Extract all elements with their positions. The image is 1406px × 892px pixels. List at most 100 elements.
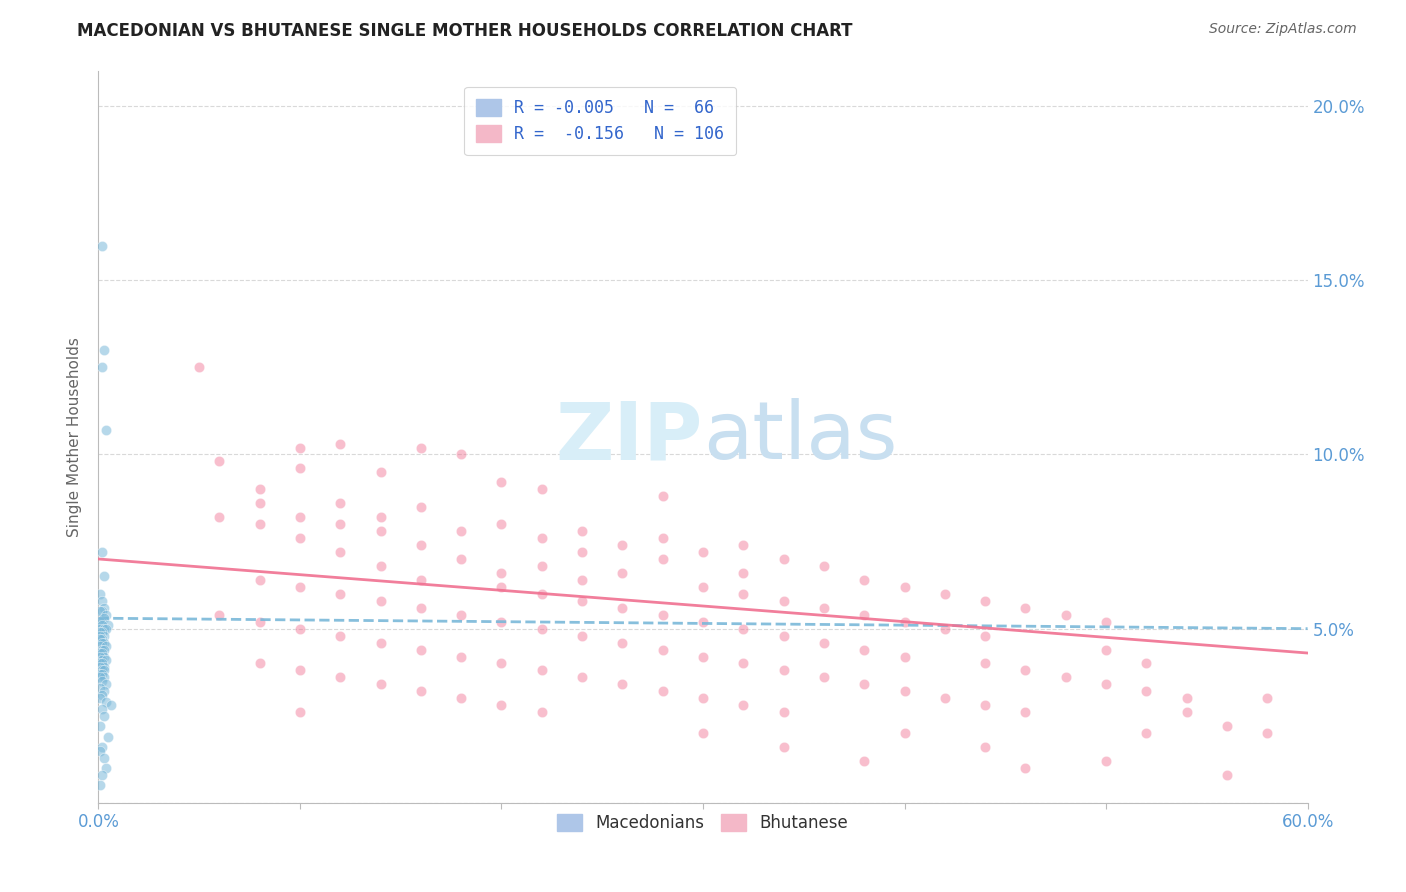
Point (1095, 677, 1118, 691)
Point (1256, 726, 1278, 740)
Point (772, 552, 794, 566)
Point (530, 531, 553, 545)
Text: Source: ZipAtlas.com: Source: ZipAtlas.com (1209, 22, 1357, 37)
Point (329, 517, 352, 532)
Point (974, 629, 997, 643)
Point (93, 343, 115, 357)
Point (934, 691, 956, 706)
Point (772, 740, 794, 755)
Point (1175, 691, 1198, 706)
Text: ZIP: ZIP (555, 398, 703, 476)
Point (733, 698, 755, 713)
Point (1095, 615, 1118, 629)
Point (530, 558, 553, 573)
Point (409, 573, 432, 587)
Point (1135, 657, 1157, 671)
Point (813, 635, 835, 649)
Point (96, 653, 118, 667)
Point (89, 629, 111, 643)
Point (288, 441, 311, 455)
Point (651, 531, 673, 545)
Text: MACEDONIAN VS BHUTANESE SINGLE MOTHER HOUSEHOLDS CORRELATION CHART: MACEDONIAN VS BHUTANESE SINGLE MOTHER HO… (77, 22, 853, 40)
Point (249, 615, 271, 629)
Point (370, 558, 392, 573)
Point (96, 423, 118, 437)
Point (89, 681, 111, 695)
Point (813, 558, 835, 573)
Point (893, 684, 915, 698)
Point (893, 726, 915, 740)
Point (612, 600, 634, 615)
Point (89, 649, 111, 664)
Point (530, 622, 553, 636)
Point (409, 642, 432, 657)
Point (89, 657, 111, 671)
Point (91, 657, 114, 671)
Point (450, 552, 472, 566)
Point (89, 667, 111, 681)
Point (612, 635, 634, 649)
Point (370, 465, 392, 479)
Point (853, 607, 876, 622)
Point (329, 545, 352, 559)
Point (93, 670, 115, 684)
Point (853, 642, 876, 657)
Point (853, 677, 876, 691)
Point (91, 594, 114, 608)
Point (93, 660, 115, 674)
Point (853, 754, 876, 768)
Point (571, 524, 593, 538)
Point (571, 629, 593, 643)
Point (974, 740, 997, 755)
Point (450, 607, 472, 622)
Point (692, 726, 714, 740)
Point (571, 594, 593, 608)
Point (409, 538, 432, 552)
Point (91, 642, 114, 657)
Point (96, 761, 118, 775)
Point (249, 517, 271, 532)
Point (96, 677, 118, 691)
Point (893, 615, 915, 629)
Point (491, 475, 513, 490)
Point (893, 580, 915, 594)
Point (91, 768, 114, 782)
Point (93, 629, 115, 643)
Point (91, 702, 114, 716)
Point (91, 646, 114, 660)
Point (249, 573, 271, 587)
Point (91, 615, 114, 629)
Point (450, 649, 472, 664)
Point (772, 705, 794, 719)
Point (1014, 664, 1036, 678)
Point (491, 566, 513, 580)
Point (96, 622, 118, 636)
Point (288, 664, 311, 678)
Point (934, 622, 956, 636)
Point (93, 635, 115, 649)
Point (329, 629, 352, 643)
Point (1014, 705, 1036, 719)
Point (813, 600, 835, 615)
Y-axis label: Single Mother Households: Single Mother Households (67, 337, 83, 537)
Point (571, 670, 593, 684)
Point (813, 670, 835, 684)
Point (91, 360, 114, 375)
Point (249, 657, 271, 671)
Point (100, 698, 122, 713)
Point (93, 642, 115, 657)
Point (89, 604, 111, 618)
Point (772, 629, 794, 643)
Point (692, 615, 714, 629)
Point (91, 618, 114, 632)
Point (93, 664, 115, 678)
Point (893, 649, 915, 664)
Point (91, 653, 114, 667)
Point (89, 625, 111, 640)
Point (188, 360, 211, 375)
Point (370, 594, 392, 608)
Point (974, 594, 997, 608)
Point (1175, 705, 1198, 719)
Point (91, 740, 114, 755)
Point (208, 607, 231, 622)
